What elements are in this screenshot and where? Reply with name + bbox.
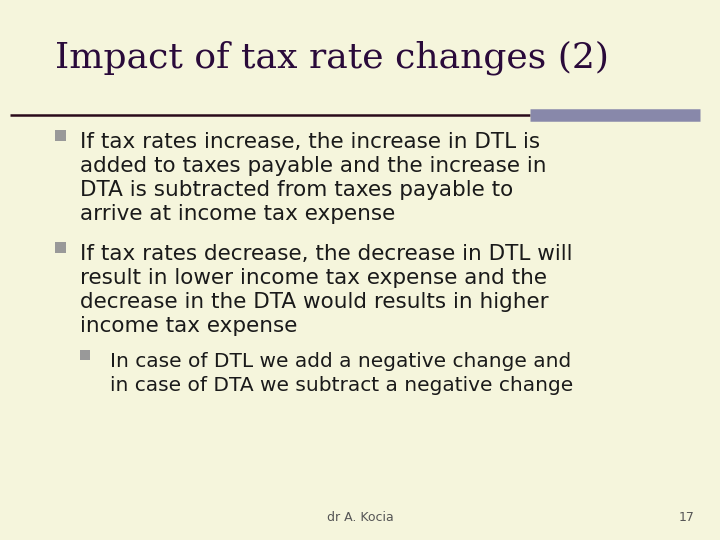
Text: If tax rates decrease, the decrease in DTL will: If tax rates decrease, the decrease in D… [80, 244, 572, 264]
Text: 17: 17 [679, 511, 695, 524]
Text: If tax rates increase, the increase in DTL is: If tax rates increase, the increase in D… [80, 132, 540, 152]
Text: income tax expense: income tax expense [80, 316, 297, 336]
Bar [55, 130, 66, 141]
Bar [80, 350, 90, 360]
Text: DTA is subtracted from taxes payable to: DTA is subtracted from taxes payable to [80, 180, 513, 200]
Text: result in lower income tax expense and the: result in lower income tax expense and t… [80, 268, 547, 288]
Text: in case of DTA we subtract a negative change: in case of DTA we subtract a negative ch… [110, 376, 573, 395]
Text: decrease in the DTA would results in higher: decrease in the DTA would results in hig… [80, 292, 549, 312]
Text: added to taxes payable and the increase in: added to taxes payable and the increase … [80, 156, 546, 176]
Text: Impact of tax rate changes (2): Impact of tax rate changes (2) [55, 40, 609, 75]
Text: In case of DTL we add a negative change and: In case of DTL we add a negative change … [110, 352, 571, 371]
Text: arrive at income tax expense: arrive at income tax expense [80, 204, 395, 224]
Text: dr A. Kocia: dr A. Kocia [327, 511, 393, 524]
Bar [55, 242, 66, 253]
